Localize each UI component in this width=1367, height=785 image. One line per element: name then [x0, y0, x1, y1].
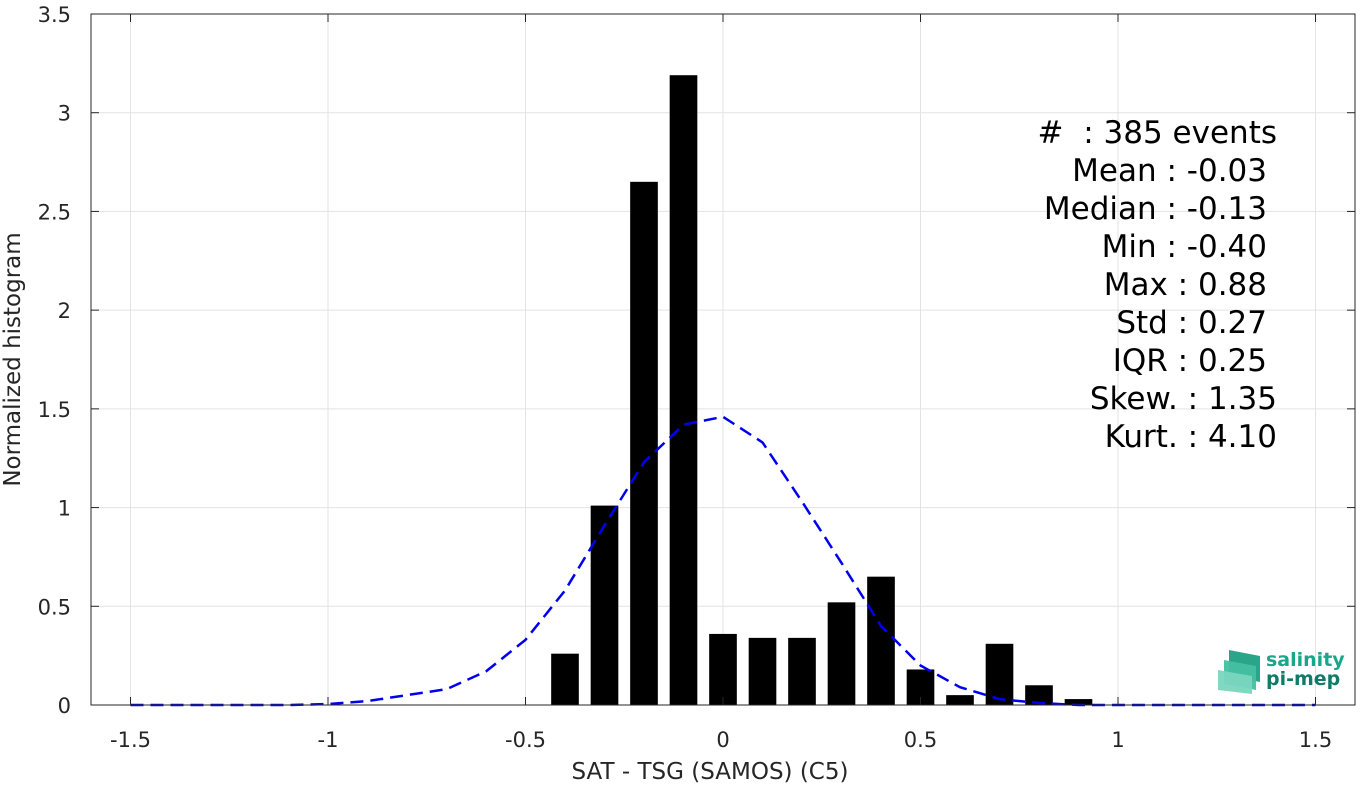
y-tick-label: 1.5 — [38, 398, 71, 422]
y-axis-label: Normalized histogram — [0, 232, 26, 486]
histogram-bar — [630, 181, 658, 706]
statistics-box: # : 385 events Mean : -0.03 Median : -0.… — [1038, 115, 1277, 455]
grid-lines — [91, 13, 1355, 706]
stat-iqr: IQR : 0.25 — [1113, 343, 1267, 379]
salinity-pi-mep-logo: salinity pi-mep — [1218, 649, 1345, 694]
histogram-bar — [1064, 699, 1093, 705]
y-axis-ticks: 0 0.5 1 1.5 2 2.5 3 3.5 — [38, 3, 1355, 718]
x-tick-label: 0 — [716, 728, 729, 752]
stat-count: # : 385 events — [1038, 115, 1277, 151]
y-tick-label: 3 — [58, 102, 71, 126]
x-axis-ticks: -1.5 -1 -0.5 0 0.5 1 1.5 — [110, 14, 1332, 752]
x-tick-label: 0.5 — [904, 728, 937, 752]
histogram-bar — [669, 75, 698, 705]
histogram-bar — [748, 637, 777, 705]
histogram-bar — [985, 643, 1014, 705]
x-tick-label: -1 — [318, 728, 339, 752]
y-tick-label: 1 — [58, 497, 71, 521]
logo-text-salinity: salinity — [1266, 649, 1345, 671]
stat-max: Max : 0.88 — [1104, 267, 1267, 303]
histogram-bar — [867, 576, 895, 705]
histogram-bar — [1025, 685, 1053, 705]
histogram-bar — [590, 505, 619, 705]
stat-kurtosis: Kurt. : 4.10 — [1105, 419, 1277, 455]
stat-mean: Mean : -0.03 — [1072, 153, 1267, 189]
x-tick-label: -1.5 — [110, 728, 151, 752]
x-tick-label: 1 — [1111, 728, 1124, 752]
y-tick-label: 0 — [58, 694, 71, 718]
y-tick-label: 0.5 — [38, 595, 71, 619]
histogram-bars — [551, 75, 1093, 706]
y-tick-label: 2 — [58, 299, 71, 323]
x-tick-label: 1.5 — [1299, 728, 1332, 752]
wave-logo-icon — [1218, 650, 1260, 694]
x-axis-label: SAT - TSG (SAMOS) (C5) — [572, 759, 849, 785]
stat-std: Std : 0.27 — [1116, 305, 1267, 341]
histogram-bar — [551, 653, 579, 705]
stat-skewness: Skew. : 1.35 — [1090, 381, 1277, 417]
histogram-bar — [788, 637, 816, 705]
histogram-bar — [827, 602, 856, 705]
x-tick-label: -0.5 — [505, 728, 546, 752]
y-tick-label: 3.5 — [38, 3, 71, 27]
stat-min: Min : -0.40 — [1102, 229, 1267, 265]
stat-median: Median : -0.13 — [1044, 191, 1267, 227]
histogram-bar — [946, 695, 974, 705]
histogram-bar — [709, 633, 737, 705]
logo-text-pi-mep: pi-mep — [1266, 668, 1340, 690]
y-tick-label: 2.5 — [38, 200, 71, 224]
